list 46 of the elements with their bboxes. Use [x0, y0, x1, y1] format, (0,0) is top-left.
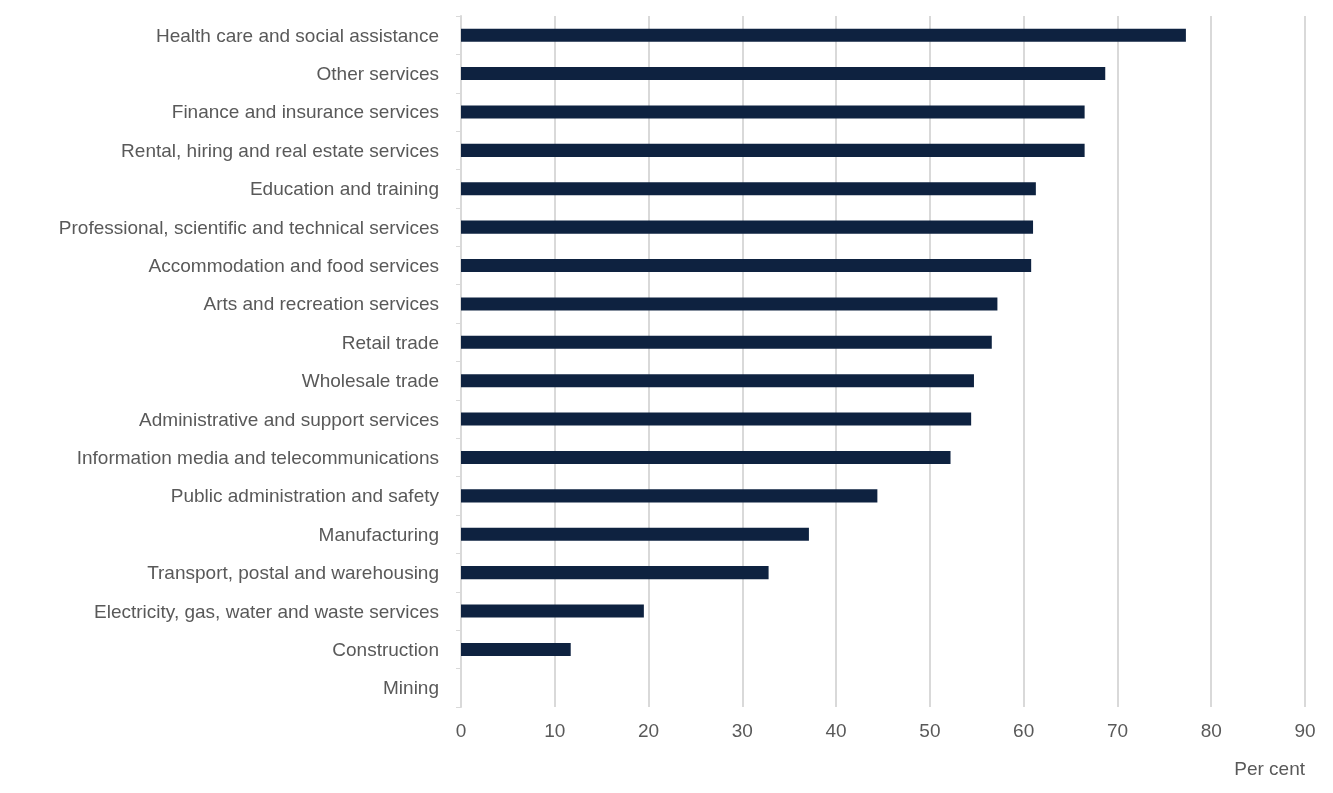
bar: [461, 450, 951, 464]
y-tick-label: Mining: [383, 677, 439, 699]
bar: [461, 28, 1186, 42]
x-tick-label: 10: [544, 720, 566, 741]
y-tick-label: Construction: [332, 638, 439, 660]
bar: [461, 566, 769, 580]
bar: [461, 335, 992, 349]
bar: [461, 220, 1034, 234]
y-tick-label: Arts and recreation services: [203, 293, 439, 315]
x-tick-label: 60: [1013, 720, 1035, 741]
y-tick-label: Manufacturing: [318, 523, 439, 545]
bar: [461, 604, 644, 618]
y-tick-label: Public administration and safety: [170, 485, 440, 507]
y-tick-label: Retail trade: [341, 331, 439, 353]
bar: [461, 259, 1032, 273]
y-tick-label: Administrative and support services: [139, 408, 439, 430]
bar: [461, 182, 1036, 196]
x-tick-label: 50: [919, 720, 941, 741]
bar: [461, 489, 878, 503]
y-tick-label: Information media and telecommunications: [76, 446, 439, 468]
y-tick-label: Accommodation and food services: [148, 255, 439, 277]
bar: [461, 67, 1106, 81]
y-tick-label: Finance and insurance services: [171, 101, 439, 123]
x-tick-label: 40: [825, 720, 847, 741]
y-tick-label: Health care and social assistance: [155, 24, 439, 46]
x-tick-label: 80: [1200, 720, 1222, 741]
x-tick-label: 0: [455, 720, 467, 741]
y-tick-label: Professional, scientific and technical services: [58, 216, 439, 238]
y-tick-label: Other services: [316, 63, 439, 85]
bar: [461, 374, 974, 388]
x-tick-label: 30: [731, 720, 753, 741]
y-tick-label: Education and training: [249, 178, 439, 200]
bar: [461, 297, 998, 311]
y-tick-label: Rental, hiring and real estate services: [121, 139, 439, 161]
x-axis-title: Per cent: [1234, 758, 1306, 779]
y-tick-label: Electricity, gas, water and waste services: [94, 600, 439, 622]
bar: [461, 527, 809, 541]
bar: [461, 143, 1085, 157]
x-tick-label: 70: [1106, 720, 1129, 741]
y-tick-label: Transport, postal and warehousing: [147, 562, 439, 584]
bar: [461, 105, 1085, 119]
y-tick-label: Wholesale trade: [301, 370, 439, 392]
x-tick-label: 90: [1294, 720, 1316, 741]
bar: [461, 642, 571, 656]
bar: [461, 412, 972, 426]
x-tick-label: 20: [637, 720, 660, 741]
